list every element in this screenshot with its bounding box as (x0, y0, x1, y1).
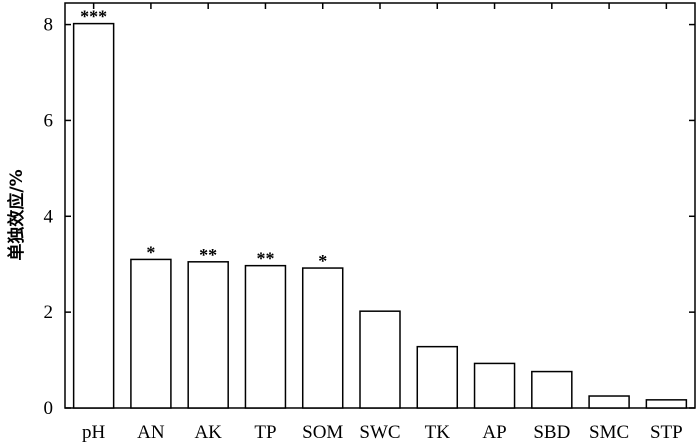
significance-label-ak: ** (199, 245, 217, 265)
labels: 0 2 4 6 8 pH *** AN * AK ** TP ** SOM * SWC TK AP SBD SMC ST… (44, 7, 683, 443)
y-tick-label-0: 0 (44, 398, 54, 419)
bar-stp (645, 399, 688, 409)
bar-tk (416, 345, 459, 409)
x-tick-label-tk: TK (425, 422, 451, 443)
x-tick-label-ap: AP (482, 422, 506, 443)
x-tick-label-an: AN (137, 422, 165, 443)
x-tick-label-sbd: SBD (533, 422, 570, 443)
bar-smc (588, 395, 630, 409)
x-tick-label-ph: pH (82, 422, 106, 443)
bar-an (130, 258, 172, 409)
y-tick-label-4: 8 (44, 15, 54, 36)
bar-swc (359, 310, 401, 409)
x-tick-label-stp: STP (650, 422, 683, 443)
significance-label-ph: *** (80, 7, 107, 27)
x-tick-label-swc: SWC (359, 422, 400, 443)
bar-som (301, 267, 344, 409)
y-axis-title: 单独效应/% (6, 169, 27, 260)
bar-tp (244, 264, 287, 409)
bar-sbd (531, 370, 573, 409)
significance-label-tp: ** (256, 249, 274, 269)
significance-label-som: * (318, 251, 327, 271)
significance-label-an: * (146, 242, 155, 262)
y-tick-label-3: 6 (44, 110, 54, 131)
bars (72, 22, 688, 409)
bar-ak (187, 261, 229, 409)
y-tick-label-2: 4 (44, 206, 54, 227)
bar-ph (72, 22, 115, 409)
y-tick-label-1: 2 (44, 302, 54, 323)
x-tick-label-som: SOM (302, 422, 343, 443)
x-tick-label-ak: AK (194, 422, 222, 443)
bar-ap (473, 362, 516, 409)
x-tick-label-smc: SMC (589, 422, 629, 443)
x-tick-label-tp: TP (254, 422, 276, 443)
